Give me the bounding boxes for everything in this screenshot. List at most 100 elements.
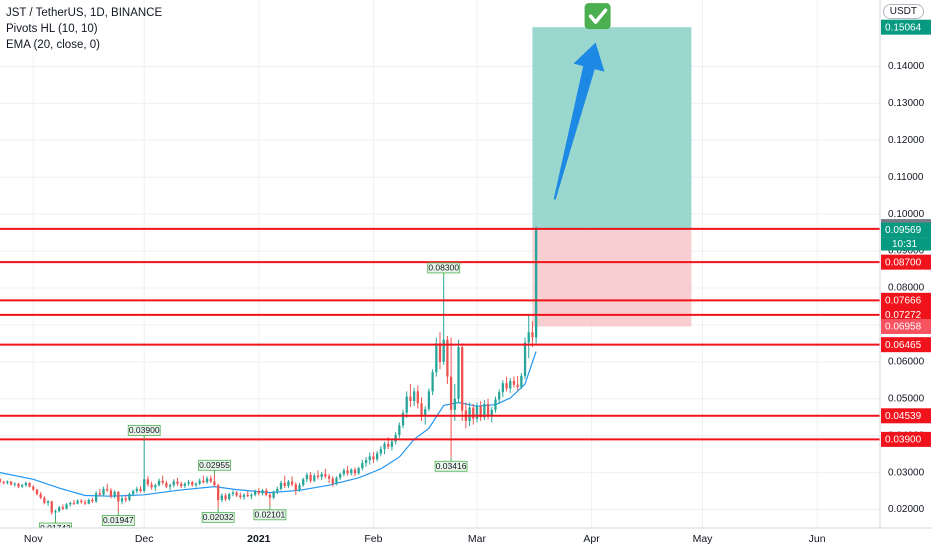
candle: [76, 499, 79, 505]
check-icon: [588, 8, 608, 24]
level-price-badge-bg: [881, 408, 931, 424]
candle-body: [69, 502, 72, 505]
level-price-badge: 0.04539: [881, 408, 931, 424]
candle-body: [128, 494, 131, 500]
candle: [35, 488, 39, 496]
candle: [157, 478, 161, 487]
candle: [309, 471, 312, 483]
time-axis-bg: [0, 528, 932, 550]
candle-body: [242, 494, 246, 497]
candle-body: [420, 403, 423, 417]
symbol-title[interactable]: JST / TetherUS, 1D, BINANCE: [6, 7, 163, 19]
level-price-badge-text: 0.03900: [885, 435, 922, 446]
candle: [468, 402, 471, 427]
candle: [505, 376, 508, 392]
candle-body: [324, 474, 327, 477]
candle-body: [61, 507, 65, 509]
pivot-marker: 0.01947: [101, 511, 135, 526]
candle: [313, 473, 316, 483]
pivot-label: 0.08300: [428, 263, 459, 273]
candle: [13, 482, 16, 487]
candle: [472, 403, 475, 425]
pivot-marker: 0.02955: [198, 459, 231, 475]
candle-body: [83, 502, 87, 504]
candle-body: [109, 490, 113, 497]
candle-body: [438, 343, 442, 362]
candle: [98, 488, 101, 497]
currency-button[interactable]: USDT: [882, 4, 924, 19]
candle: [17, 482, 20, 489]
candle: [113, 490, 116, 499]
countdown-bg: [881, 237, 931, 251]
candle: [0, 478, 2, 483]
x-tick-label: Nov: [24, 533, 43, 545]
candle-body: [113, 491, 116, 497]
candle-body: [24, 482, 28, 486]
level-price-badge-text: 0.07272: [885, 310, 922, 321]
candle-body: [412, 391, 416, 401]
x-tick-label: Apr: [583, 533, 600, 545]
candle-body: [72, 502, 76, 504]
candle: [390, 439, 394, 451]
candle-body: [409, 396, 412, 401]
candle: [168, 483, 172, 491]
candle: [54, 509, 57, 520]
candle-body: [65, 504, 68, 509]
candle-body: [154, 485, 157, 488]
candle-body: [302, 479, 305, 486]
candle: [205, 476, 209, 484]
ema-line: [0, 351, 537, 497]
candle-body: [46, 501, 50, 503]
candle: [239, 492, 242, 500]
candle-body: [180, 483, 183, 486]
candle: [183, 482, 187, 489]
candle: [61, 504, 65, 511]
candle: [401, 409, 405, 429]
pivot-label: 0.02032: [203, 512, 234, 522]
candle: [409, 384, 412, 407]
candle: [217, 483, 220, 509]
level-price-badge-text: 0.06465: [885, 340, 922, 351]
candle: [498, 389, 501, 404]
pivot-box: [253, 509, 287, 521]
candle: [431, 369, 434, 396]
y-tick-label: 0.08000: [888, 283, 925, 294]
candle-body: [257, 491, 260, 494]
candle: [2, 480, 5, 485]
candle-body: [150, 484, 153, 488]
candle-body: [13, 483, 16, 485]
candle: [172, 479, 175, 488]
candle-body: [512, 381, 516, 385]
candle-body: [486, 403, 490, 416]
price-badge: 0.15064: [881, 19, 931, 35]
candle-body: [350, 469, 353, 474]
level-price-badge-text: 0.08700: [885, 257, 922, 268]
candle: [21, 483, 24, 489]
y-tick-label: 0.13000: [888, 98, 925, 109]
pivot-label: 0.03900: [129, 425, 160, 435]
candle: [91, 497, 94, 503]
pivot-marker: 0.08300: [427, 262, 461, 277]
candle: [442, 276, 445, 365]
ema-indicator-label[interactable]: EMA (20, close, 0): [6, 39, 100, 51]
annotation-layer: [553, 3, 611, 200]
candle: [490, 406, 493, 423]
candle-body: [531, 332, 534, 338]
candle-body: [375, 453, 379, 460]
position-layer: [532, 27, 692, 327]
candle: [534, 226, 538, 344]
candle: [39, 491, 42, 500]
level-price-badge: 0.06465: [881, 337, 931, 353]
candle-body: [461, 347, 464, 411]
pivot-marker: 0.02032: [201, 508, 235, 523]
candle-body: [209, 478, 212, 482]
pivots-indicator-label[interactable]: Pivots HL (10, 10): [6, 23, 98, 35]
candle-body: [472, 407, 475, 419]
pivot-box: [201, 511, 235, 523]
candle: [257, 488, 260, 496]
level-price-badge: 0.07272: [881, 307, 931, 323]
price-axis-bg: [880, 0, 932, 550]
candle: [405, 391, 408, 418]
